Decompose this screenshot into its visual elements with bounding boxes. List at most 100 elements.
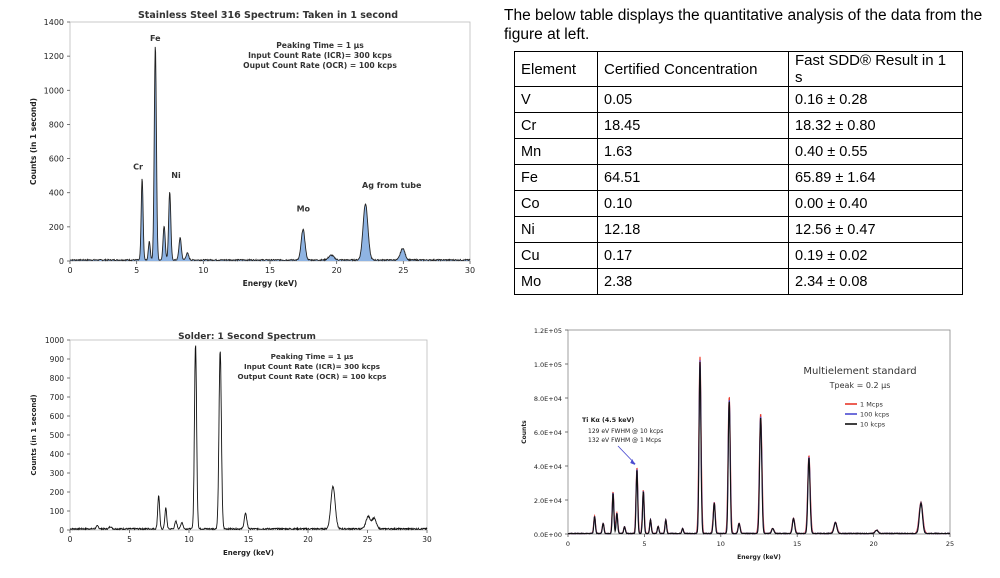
y-tick-label: 6.0E+04 [534, 429, 562, 437]
chart-subtitle: Tpeak = 0.2 µs [829, 381, 891, 390]
annotation-line: Peaking Time = 1 µs [271, 352, 354, 361]
annotation-arrowhead [630, 459, 636, 465]
y-tick-label: 200 [49, 223, 64, 232]
y-tick-label: 200 [50, 488, 65, 497]
x-tick-label: 10 [184, 535, 194, 544]
cell-certified: 64.51 [597, 164, 789, 191]
cell-result: 0.40 ± 0.55 [788, 138, 963, 165]
solder-spectrum-chart: 0 100 200 300 400 500 600 700 800 900 1000 0 5 10 15 20… [30, 332, 432, 557]
x-tick-label: 30 [422, 535, 432, 544]
x-tick-label: 5 [642, 540, 646, 548]
x-tick-label: 0 [566, 540, 570, 548]
x-tick-label: 20 [869, 540, 877, 548]
x-axis-label: Energy (keV) [223, 549, 274, 557]
cell-element: Fe [514, 164, 598, 191]
series-line-10-kcps [567, 361, 951, 535]
concentration-table: Element Certified Concentration Fast SDD… [514, 51, 963, 295]
steel-spectrum-chart: 0 200 400 600 800 1000 1200 1400 0 5 10 15 20 25 30 Ene… [29, 10, 475, 288]
x-tick-label: 0 [67, 266, 72, 275]
cell-result: 2.34 ± 0.08 [788, 268, 963, 295]
x-tick-label: 5 [127, 535, 132, 544]
y-tick-label: 1200 [44, 52, 64, 61]
cell-element: Mo [514, 268, 598, 295]
spectrum-area [70, 46, 470, 262]
y-tick-label: 100 [50, 507, 65, 516]
cell-element: V [514, 86, 598, 113]
annotation-title: Ti Kα (4.5 keV) [582, 417, 634, 424]
x-tick-label: 20 [303, 535, 313, 544]
y-tick-label: 800 [50, 374, 65, 383]
cell-certified: 12.18 [597, 216, 789, 243]
cell-certified: 0.17 [597, 242, 789, 269]
y-tick-label: 1000 [44, 86, 64, 95]
table-header-row: Element Certified Concentration Fast SDD… [514, 51, 963, 87]
header-element: Element [514, 51, 598, 87]
y-tick-label: 2.0E+04 [534, 497, 562, 505]
y-tick-label: 8.0E+04 [534, 395, 562, 403]
cell-element: Mn [514, 138, 598, 165]
cell-certified: 0.05 [597, 86, 789, 113]
cell-element: Co [514, 190, 598, 217]
table-row: Co 0.10 0.00 ± 0.40 [514, 190, 963, 217]
table-row: Cr 18.45 18.32 ± 0.80 [514, 112, 963, 139]
x-tick-label: 15 [265, 266, 275, 275]
header-certified-concentration: Certified Concentration [597, 51, 789, 87]
y-tick-label: 400 [50, 450, 65, 459]
y-tick-label: 700 [50, 393, 65, 402]
annotation-line: Output Count Rate (OCR) = 100 kcps [238, 372, 387, 381]
cell-result: 0.19 ± 0.02 [788, 242, 963, 269]
cell-certified: 0.10 [597, 190, 789, 217]
y-tick-label: 600 [50, 412, 65, 421]
cell-result: 0.16 ± 0.28 [788, 86, 963, 113]
chart-title: Solder: 1 Second Spectrum [178, 332, 316, 342]
table-row: Fe 64.51 65.89 ± 1.64 [514, 164, 963, 191]
annotation-line: 132 eV FWHM @ 1 Mcps [588, 437, 661, 444]
y-tick-label: 1.2E+05 [534, 327, 562, 335]
cell-result: 18.32 ± 0.80 [788, 112, 963, 139]
y-tick-label: 600 [49, 155, 64, 164]
cell-certified: 1.63 [597, 138, 789, 165]
peak-label: Cr [133, 163, 143, 172]
x-tick-label: 10 [717, 540, 725, 548]
y-tick-label: 300 [50, 469, 65, 478]
cell-result: 0.00 ± 0.40 [788, 190, 963, 217]
x-tick-label: 10 [198, 266, 208, 275]
cell-certified: 2.38 [597, 268, 789, 295]
cell-element: Cr [514, 112, 598, 139]
y-tick-label: 0.0E+00 [534, 531, 562, 539]
peak-label: Ni [171, 171, 181, 180]
x-tick-label: 0 [68, 535, 73, 544]
table-row: Cu 0.17 0.19 ± 0.02 [514, 242, 963, 269]
intro-text: The below table displays the quantitativ… [504, 7, 983, 43]
y-tick-label: 1.0E+05 [534, 361, 562, 369]
annotation-line: Ouput Count Rate (OCR) = 100 kcps [243, 61, 397, 70]
cell-element: Ni [514, 216, 598, 243]
table-row: V 0.05 0.16 ± 0.28 [514, 86, 963, 113]
peak-label: Ag from tube [362, 181, 422, 190]
peak-label: Mo [297, 204, 311, 213]
cell-result: 12.56 ± 0.47 [788, 216, 963, 243]
y-axis-label: Counts [521, 420, 528, 444]
y-tick-label: 1000 [45, 336, 64, 345]
cell-result: 65.89 ± 1.64 [788, 164, 963, 191]
cell-certified: 18.45 [597, 112, 789, 139]
cell-element: Cu [514, 242, 598, 269]
chart-title: Multielement standard [803, 366, 916, 377]
x-tick-label: 25 [398, 266, 408, 275]
y-tick-label: 900 [50, 355, 65, 364]
table-row: Mo 2.38 2.34 ± 0.08 [514, 268, 963, 295]
x-tick-label: 15 [793, 540, 801, 548]
y-tick-label: 0 [59, 257, 64, 266]
peak-label: Fe [150, 34, 161, 43]
y-tick-label: 800 [49, 120, 64, 129]
x-axis-label: Energy (keV) [737, 554, 781, 561]
y-axis-label: Counts (in 1 second) [29, 98, 38, 185]
y-tick-label: 4.0E+04 [534, 463, 562, 471]
y-tick-label: 0 [59, 526, 64, 535]
x-tick-label: 20 [332, 266, 342, 275]
annotation-line: Input Count Rate (ICR)= 300 kcps [248, 51, 392, 60]
legend-label: 100 kcps [860, 411, 890, 419]
header-fast-sdd-result: Fast SDD® Result in 1 s [788, 51, 963, 87]
x-tick-label: 5 [134, 266, 139, 275]
annotation-line: Input Count Rate (ICR)= 300 kcps [244, 362, 380, 371]
